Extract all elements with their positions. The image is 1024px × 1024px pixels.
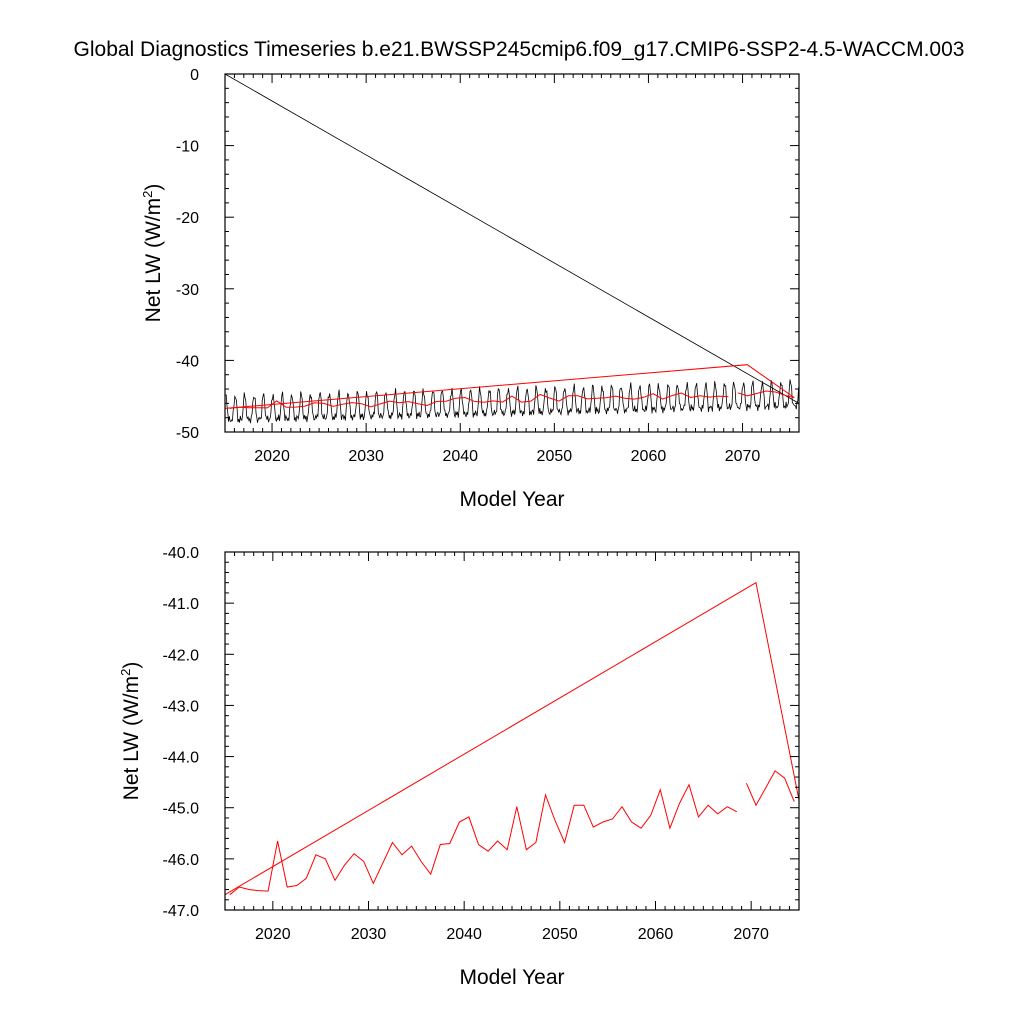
bottom-y-tick-label: -45.0 <box>163 801 200 818</box>
bottom-plot-area <box>224 581 800 896</box>
top-x-tick-label: 2060 <box>631 448 667 465</box>
top-x-axis-label: Model Year <box>459 488 564 511</box>
top-y-tick-label: -30 <box>176 282 199 299</box>
top-panel: 2020 2030 2040 2050 2060 2070 -50 -40 -30 -20 -10 0… <box>140 67 800 511</box>
bottom-y-tick-label: -47.0 <box>163 903 200 920</box>
bottom-x-tick-label: 2050 <box>542 926 578 943</box>
top-x-tick-label: 2050 <box>537 448 573 465</box>
bottom-y-tick-label: -40.0 <box>163 545 200 562</box>
bottom-x-tick-label: 2040 <box>446 926 482 943</box>
top-y-tick-label: -10 <box>176 139 199 156</box>
top-series-monthly-wrap <box>224 73 800 404</box>
bottom-panel: 2020 2030 2040 2050 2060 2070 -47.0 -46.0 -45.0 -… <box>118 545 800 989</box>
top-plot-area <box>224 73 800 424</box>
bottom-series-annual-tail <box>745 770 795 807</box>
top-axis-ticks: 2020 2030 2040 2050 2060 2070 -50 -40 -30 -20 -10 0 <box>176 67 800 465</box>
bottom-y-axis-label: Net LW (W/m2) <box>118 662 143 801</box>
top-series-annual-tail <box>737 390 795 399</box>
top-y-tick-label: 0 <box>190 67 199 84</box>
bottom-x-tick-label: 2060 <box>638 926 674 943</box>
top-plot-frame <box>224 73 800 433</box>
bottom-y-tick-label: -42.0 <box>163 647 200 664</box>
bottom-series-annual <box>229 783 738 896</box>
top-series-annual-wrap <box>224 364 795 409</box>
top-x-tick-label: 2020 <box>254 448 290 465</box>
top-series-monthly <box>225 379 799 424</box>
bottom-plot-frame <box>224 551 800 911</box>
bottom-x-axis-label: Model Year <box>459 966 564 989</box>
top-y-tick-label: -50 <box>176 425 199 442</box>
top-x-tick-label: 2070 <box>725 448 761 465</box>
top-y-axis-label: Net LW (W/m2) <box>140 184 165 323</box>
bottom-x-tick-label: 2070 <box>733 926 769 943</box>
bottom-x-tick-label: 2020 <box>255 926 291 943</box>
top-x-tick-label: 2040 <box>442 448 478 465</box>
top-x-tick-label: 2030 <box>348 448 384 465</box>
top-y-tick-label: -40 <box>176 353 199 370</box>
bottom-y-tick-label: -46.0 <box>163 852 200 869</box>
bottom-y-tick-label: -41.0 <box>163 596 200 613</box>
top-series-annual <box>229 392 729 409</box>
bottom-x-tick-label: 2030 <box>351 926 387 943</box>
bottom-axis-ticks: 2020 2030 2040 2050 2060 2070 -47.0 -46.0 -45.0 -… <box>163 545 800 943</box>
chart-title: Global Diagnostics Timeseries b.e21.BWSS… <box>74 38 965 61</box>
bottom-y-tick-label: -44.0 <box>163 750 200 767</box>
top-y-tick-label: -20 <box>176 210 199 227</box>
bottom-y-tick-label: -43.0 <box>163 698 200 715</box>
bottom-series-annual-wrap <box>224 581 800 896</box>
